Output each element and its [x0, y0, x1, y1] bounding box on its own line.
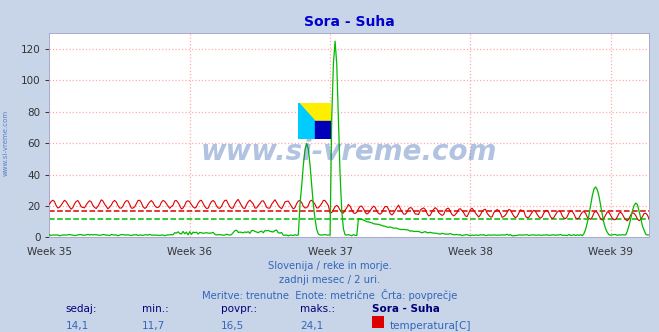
Text: sedaj:: sedaj:: [66, 304, 98, 314]
Text: maks.:: maks.:: [300, 304, 335, 314]
Title: Sora - Suha: Sora - Suha: [304, 15, 395, 29]
Text: Slovenija / reke in morje.: Slovenija / reke in morje.: [268, 261, 391, 271]
Text: 11,7: 11,7: [142, 321, 165, 331]
Text: zadnji mesec / 2 uri.: zadnji mesec / 2 uri.: [279, 275, 380, 285]
Text: Week 38: Week 38: [448, 247, 493, 257]
Text: Meritve: trenutne  Enote: metrične  Črta: povprečje: Meritve: trenutne Enote: metrične Črta: …: [202, 289, 457, 301]
Text: Week 35: Week 35: [27, 247, 72, 257]
Text: www.si-vreme.com: www.si-vreme.com: [2, 110, 9, 176]
Text: Week 37: Week 37: [308, 247, 353, 257]
Text: www.si-vreme.com: www.si-vreme.com: [201, 138, 498, 166]
Text: Week 36: Week 36: [167, 247, 212, 257]
Text: temperatura[C]: temperatura[C]: [389, 321, 471, 331]
Text: min.:: min.:: [142, 304, 169, 314]
Text: 14,1: 14,1: [66, 321, 89, 331]
Text: Week 39: Week 39: [588, 247, 633, 257]
Text: 16,5: 16,5: [221, 321, 244, 331]
Text: 24,1: 24,1: [300, 321, 323, 331]
Text: Sora - Suha: Sora - Suha: [372, 304, 440, 314]
Text: povpr.:: povpr.:: [221, 304, 257, 314]
